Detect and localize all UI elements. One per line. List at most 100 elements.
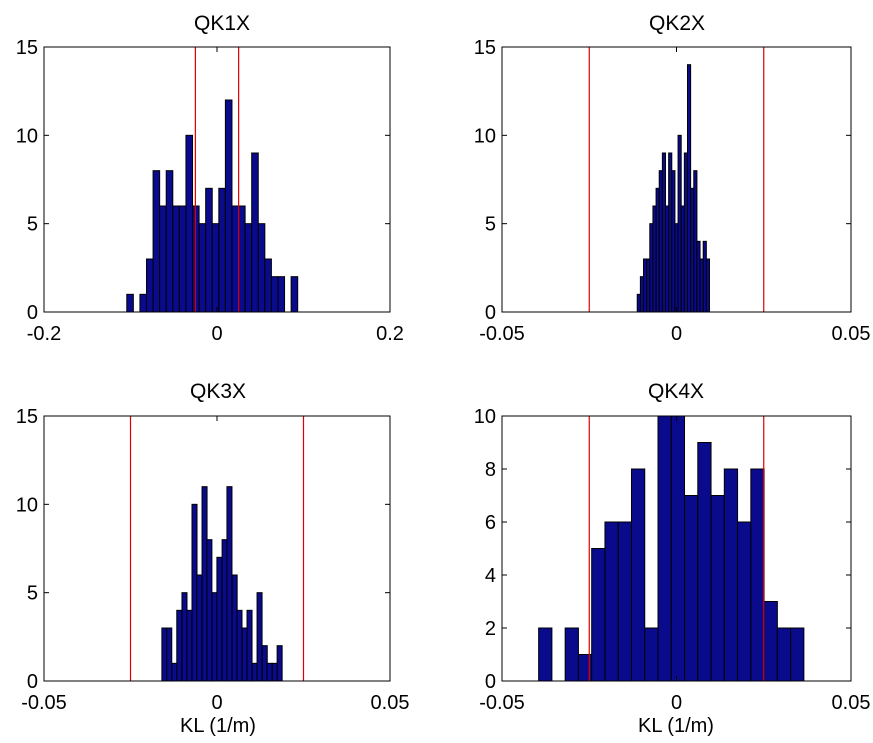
histogram-bar: [165, 170, 174, 313]
x-tick-label: -0.05: [479, 692, 525, 714]
histogram-bar: [176, 609, 183, 682]
histogram-bar: [710, 495, 725, 682]
histogram-bar: [191, 503, 198, 682]
histogram-bar: [206, 539, 213, 682]
y-tick-label: 5: [485, 214, 496, 236]
histogram-bar: [251, 152, 259, 313]
x-tick-label: 0.05: [371, 692, 410, 714]
histogram-bar: [216, 556, 223, 682]
histogram-bar: [277, 276, 286, 313]
histogram-bar: [644, 627, 659, 682]
histogram-bar: [256, 592, 263, 682]
histogram-bar: [166, 627, 173, 682]
y-tick-label: 10: [16, 125, 38, 147]
x-tick-label: 0: [671, 692, 682, 714]
histogram-bar: [178, 205, 187, 313]
histogram-bar: [737, 521, 752, 682]
y-tick-label: 15: [474, 37, 496, 59]
histogram-bar: [211, 592, 218, 682]
histogram-bar: [271, 662, 278, 682]
histogram-bar: [241, 627, 248, 682]
histogram-bar: [231, 205, 240, 313]
y-tick-label: 0: [485, 671, 496, 693]
histogram-bar: [172, 205, 180, 313]
histogram-bar: [564, 627, 579, 682]
y-tick-label: 10: [474, 406, 496, 428]
histogram-bar: [201, 486, 208, 682]
y-tick-label: 0: [485, 302, 496, 324]
x-axis-label: KL (1/m): [638, 715, 714, 737]
panel-title: QK2X: [649, 12, 705, 35]
histogram-bar: [790, 627, 805, 682]
histogram-bar: [290, 276, 299, 313]
histogram-bar: [226, 486, 233, 682]
histogram-bar: [181, 592, 188, 682]
histogram-bar: [776, 627, 792, 682]
histogram-bar: [261, 645, 268, 682]
histogram-bar: [697, 442, 712, 682]
y-tick-label: 4: [485, 565, 496, 587]
x-tick-label: -0.05: [21, 692, 67, 714]
histogram-bar: [591, 548, 606, 682]
histogram-bar: [231, 574, 238, 682]
y-tick-label: 2: [485, 618, 496, 640]
y-tick-label: 10: [16, 494, 38, 516]
histogram-bar: [152, 170, 161, 313]
histogram-bar: [723, 468, 739, 682]
histogram-bar: [617, 521, 632, 682]
x-axis-label: KL (1/m): [180, 715, 256, 737]
histogram-bar: [171, 662, 178, 682]
y-tick-label: 6: [485, 512, 496, 534]
histogram-bar: [750, 468, 765, 682]
histogram-bar: [670, 415, 686, 682]
x-tick-label: 0: [211, 323, 222, 345]
histogram-bar: [257, 223, 266, 313]
histogram-bar: [266, 662, 273, 682]
y-tick-label: 5: [27, 214, 38, 236]
histogram-bar: [211, 223, 220, 313]
histogram-bar: [221, 539, 228, 682]
x-tick-label: -0.2: [27, 323, 61, 345]
y-tick-label: 8: [485, 459, 496, 481]
panel-title: QK4X: [648, 380, 704, 403]
histogram-bar: [185, 134, 194, 313]
histogram-bar: [684, 495, 699, 682]
histogram-bar: [604, 521, 619, 682]
histogram-bar: [198, 223, 207, 313]
histogram-bar: [146, 258, 154, 313]
x-tick-label: 0.05: [832, 323, 871, 345]
histogram-bar: [630, 468, 646, 682]
histogram-bar: [246, 609, 253, 682]
histogram-bar: [264, 258, 272, 313]
y-tick-label: 15: [16, 37, 38, 59]
histogram-bar: [224, 99, 233, 313]
y-tick-label: 0: [27, 302, 38, 324]
histogram-bar: [763, 601, 778, 682]
histogram-bar: [238, 205, 246, 313]
x-tick-label: 0.05: [832, 692, 871, 714]
y-tick-label: 5: [27, 583, 38, 605]
histogram-bar: [657, 415, 672, 682]
histogram-bar: [186, 609, 193, 682]
histogram-bar: [276, 645, 283, 682]
y-tick-label: 10: [474, 125, 496, 147]
histogram-bar: [139, 293, 147, 313]
histogram-bar: [236, 609, 243, 682]
y-tick-label: 0: [27, 671, 38, 693]
histogram-bar: [159, 205, 167, 313]
histogram-bar: [244, 223, 253, 313]
histogram-bar: [251, 662, 258, 682]
x-tick-label: 0: [211, 692, 222, 714]
histogram-bar: [538, 627, 553, 682]
histogram-bar: [161, 627, 168, 682]
x-tick-label: 0: [671, 323, 682, 345]
histogram-bar: [705, 258, 710, 313]
x-tick-label: -0.05: [479, 323, 525, 345]
panel-title: QK3X: [190, 380, 246, 403]
histogram-bar: [218, 187, 226, 313]
